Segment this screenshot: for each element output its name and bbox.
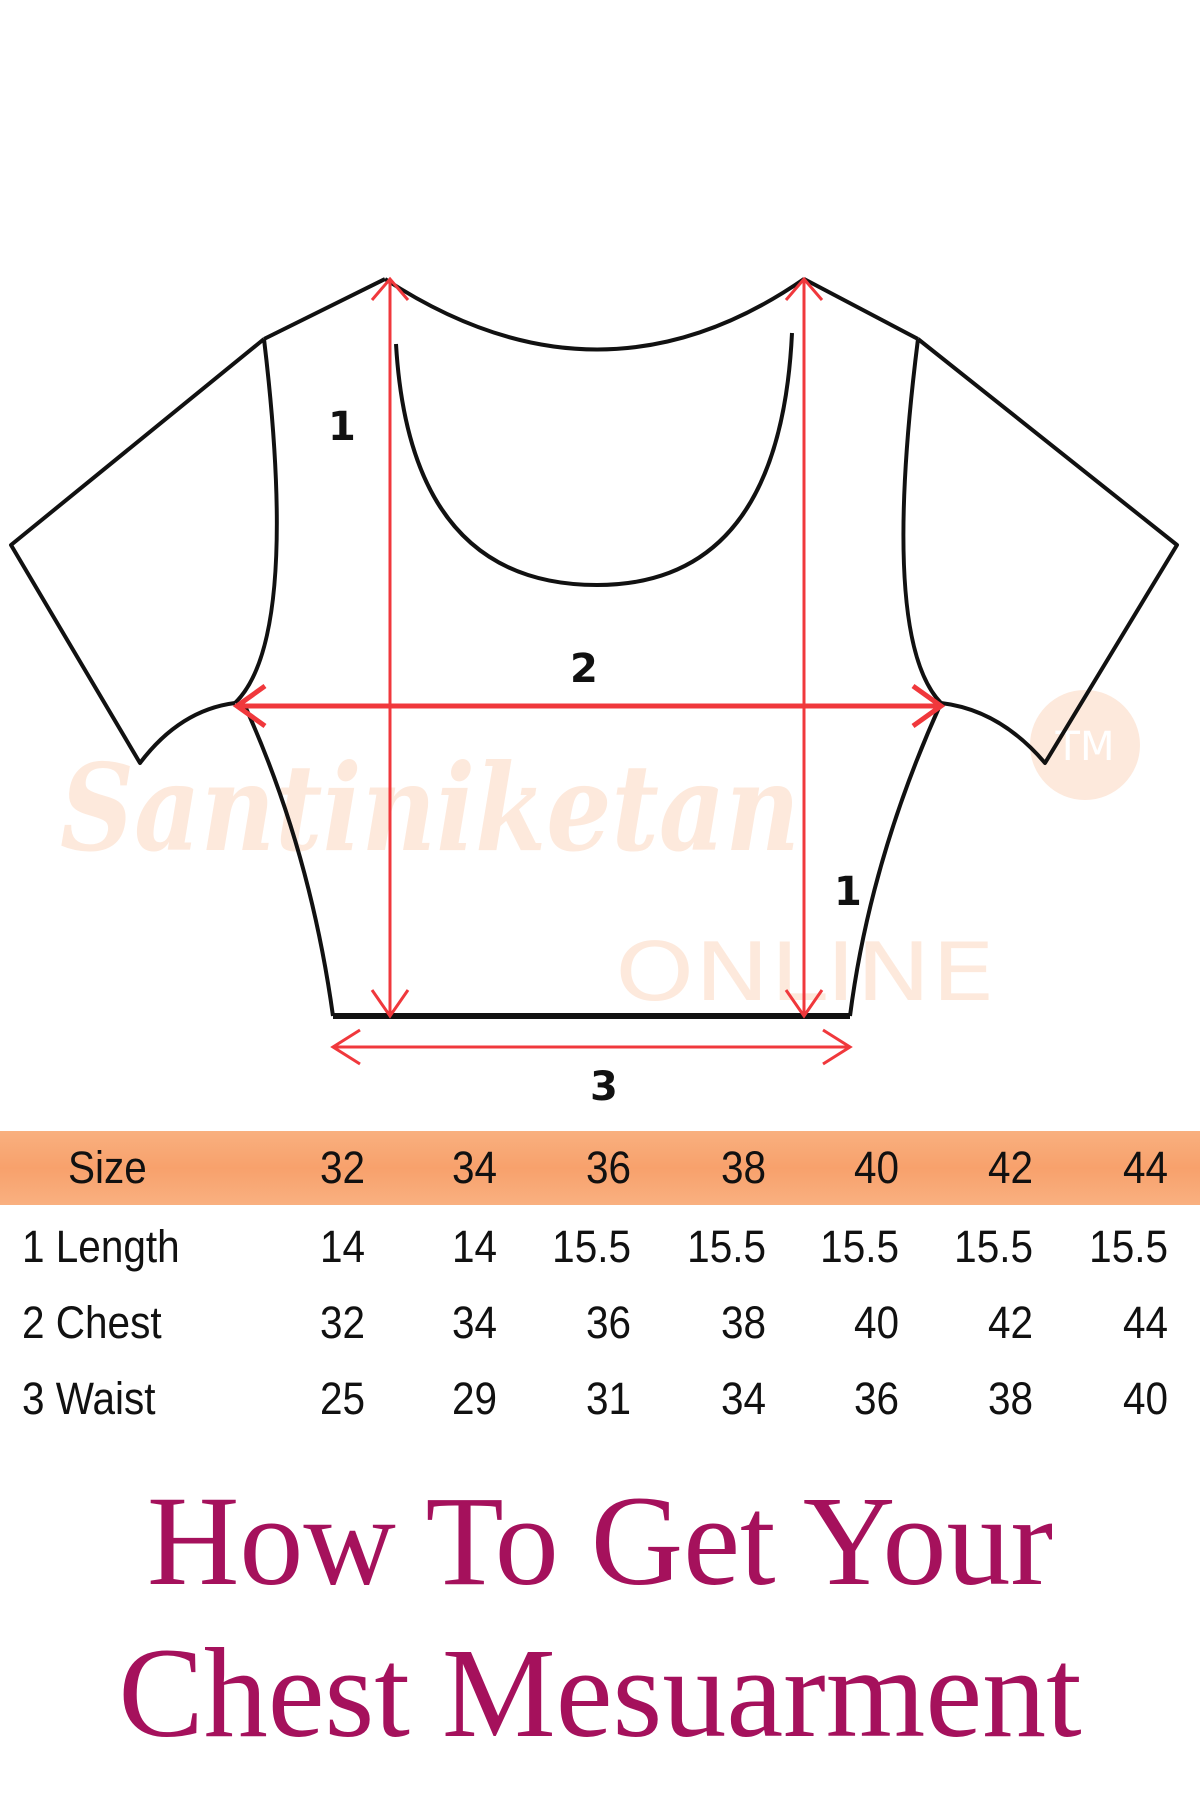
cell: 34 [720, 1373, 766, 1424]
header-size: 44 [1122, 1142, 1168, 1193]
cell: 15.5 [1089, 1221, 1168, 1272]
right-armhole [901, 338, 943, 705]
cell: 44 [1122, 1297, 1168, 1348]
cell: 14 [319, 1221, 365, 1272]
header-size: 40 [853, 1142, 899, 1193]
chest-line [232, 683, 946, 729]
length-line-right [784, 276, 824, 1019]
length-line-left [370, 276, 410, 1019]
table-row-length: 1 Length 14 14 15.5 15.5 15.5 15.5 15.5 [0, 1209, 1200, 1285]
right-side-seam [848, 702, 943, 1017]
cell: 40 [1122, 1373, 1168, 1424]
page-title: How To Get Your Chest Mesuarment [0, 1465, 1200, 1769]
cell: 14 [451, 1221, 497, 1272]
cell: 15.5 [687, 1221, 766, 1272]
cell: 36 [585, 1297, 631, 1348]
cell: 34 [451, 1297, 497, 1348]
header-size: 36 [585, 1142, 631, 1193]
left-sleeve [9, 337, 266, 765]
waist-line [330, 1028, 853, 1066]
cell: 15.5 [954, 1221, 1033, 1272]
row-label: 1 Length [22, 1221, 180, 1272]
label-length-right: 1 [834, 869, 862, 915]
neckline-inner [394, 332, 794, 587]
cell: 29 [451, 1373, 497, 1424]
table-row-chest: 2 Chest 32 34 36 38 40 42 44 [0, 1285, 1200, 1361]
row-label: 3 Waist [22, 1373, 156, 1424]
right-shoulder [803, 277, 919, 341]
header-size-label: Size [68, 1142, 147, 1193]
cell: 38 [720, 1297, 766, 1348]
cell: 32 [319, 1297, 365, 1348]
cell: 42 [987, 1297, 1033, 1348]
cell: 25 [319, 1373, 365, 1424]
label-length-left: 1 [328, 404, 356, 450]
row-label: 2 Chest [22, 1297, 162, 1348]
cell: 36 [853, 1373, 899, 1424]
right-sleeve [916, 337, 1179, 765]
left-shoulder [263, 277, 386, 341]
header-size: 32 [319, 1142, 365, 1193]
neckline-outer [383, 277, 806, 352]
cell: 15.5 [820, 1221, 899, 1272]
watermark: Santiniketan ONLINE TM [60, 690, 1140, 1019]
cell: 38 [987, 1373, 1033, 1424]
table-header-row: Size 32 34 36 38 40 42 44 [0, 1131, 1200, 1205]
header-size: 34 [451, 1142, 497, 1193]
measure-lines [232, 276, 946, 1066]
size-chart-table: Size 32 34 36 38 40 42 44 1 Length 14 14… [0, 1131, 1200, 1437]
cell: 40 [853, 1297, 899, 1348]
watermark-brand: Santiniketan [60, 738, 800, 879]
title-line-1: How To Get Your [146, 1470, 1054, 1612]
table-row-waist: 3 Waist 25 29 31 34 36 38 40 [0, 1361, 1200, 1437]
blouse-measurement-diagram: Santiniketan ONLINE TM 1 2 1 3 [9, 276, 1179, 1110]
blouse-outline [9, 277, 1179, 1019]
label-waist: 3 [590, 1064, 618, 1110]
cell: 31 [585, 1373, 631, 1424]
label-chest: 2 [570, 646, 598, 692]
title-line-2: Chest Mesuarment [118, 1622, 1082, 1764]
cell: 15.5 [552, 1221, 631, 1272]
left-side-seam [243, 705, 335, 1017]
watermark-tm-badge [1030, 690, 1140, 800]
left-armhole [233, 338, 279, 705]
header-size: 38 [720, 1142, 766, 1193]
header-size: 42 [987, 1142, 1033, 1193]
